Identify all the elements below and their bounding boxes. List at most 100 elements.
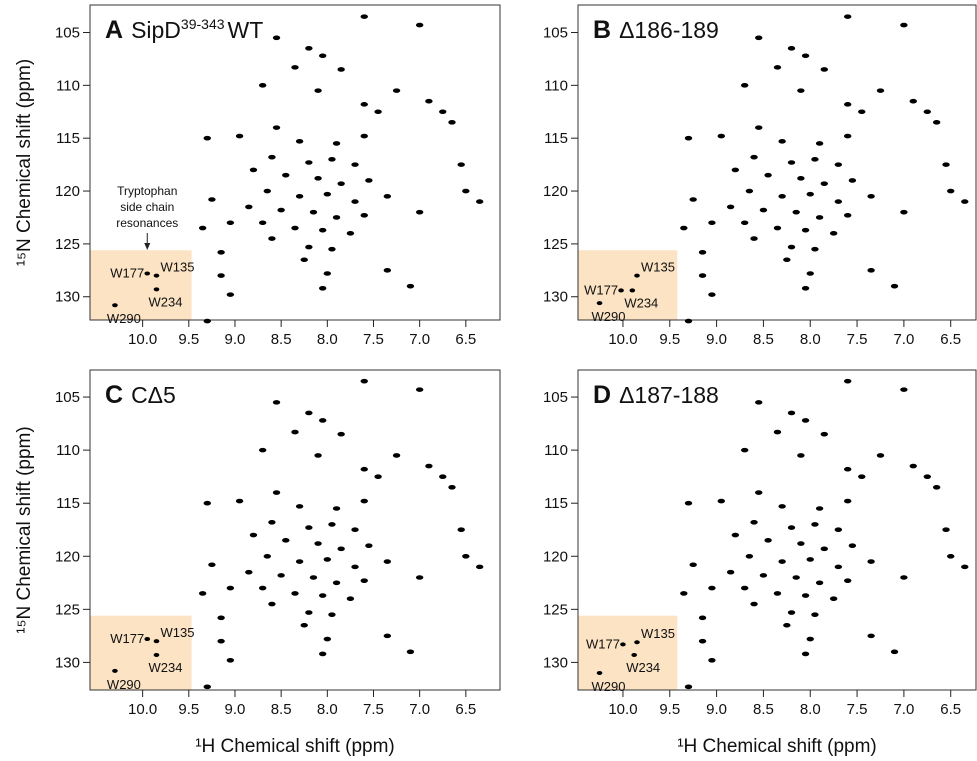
peak	[778, 504, 786, 509]
peak	[323, 271, 332, 276]
peak	[272, 35, 281, 41]
title-suffix: WT	[228, 17, 264, 43]
peak	[708, 292, 716, 297]
peak	[876, 453, 885, 458]
peak	[198, 591, 207, 596]
tryptophan-label: W290	[592, 309, 626, 324]
x-axis-label: ¹H Chemical shift (ppm)	[677, 736, 877, 757]
peak	[277, 573, 285, 578]
peak	[415, 22, 424, 28]
peak	[731, 532, 740, 538]
peak	[332, 215, 341, 220]
tryptophan-label: W234	[148, 660, 182, 675]
y-tick-label: 110	[544, 77, 568, 94]
peak	[282, 538, 290, 543]
peak	[272, 490, 281, 495]
peak	[305, 410, 313, 416]
tryptophan-peak	[153, 287, 160, 292]
peak	[328, 246, 336, 252]
peak	[844, 378, 852, 384]
peak	[217, 250, 225, 255]
y-tick-label: 110	[56, 77, 80, 94]
peak	[801, 593, 810, 598]
peak	[415, 387, 424, 392]
peak	[787, 610, 796, 615]
peak	[792, 209, 800, 215]
peak	[961, 199, 969, 204]
peak	[783, 257, 791, 263]
tryptophan-peak	[596, 301, 603, 306]
panel: 10.0 9.5 9.0 8.5 8.0 7.5 7.0 6.5 105 110 115 120 125…	[543, 4, 977, 348]
tryptophan-peak	[631, 652, 637, 657]
panel: 10.0 9.5 9.0 8.5 8.0 7.5 7.0 6.5 105 110 115 120 125…	[14, 4, 501, 348]
x-tick-label: 9.0	[225, 331, 246, 348]
x-tick-label: 6.5	[940, 701, 961, 718]
x-tick-label: 7.5	[363, 331, 384, 348]
title: SipD	[131, 17, 181, 43]
peak	[815, 141, 824, 146]
peak	[203, 500, 211, 506]
peak	[717, 498, 725, 504]
peak	[337, 546, 345, 552]
peak	[323, 636, 332, 642]
peak	[337, 431, 345, 437]
plot-frame	[89, 369, 501, 691]
peak	[328, 522, 336, 527]
peak	[708, 220, 716, 226]
peak	[332, 141, 341, 146]
peak	[815, 215, 824, 220]
x-tick-label: 6.5	[455, 331, 476, 348]
peak	[319, 227, 327, 233]
peak	[203, 684, 211, 690]
peak	[226, 292, 235, 297]
peak	[323, 557, 332, 562]
peak	[272, 125, 281, 130]
peak	[806, 557, 814, 562]
x-tick-label: 7.5	[363, 701, 384, 718]
panel-letter: D	[593, 381, 611, 409]
tryptophan-label: W290	[592, 679, 626, 694]
tryptophan-label: W135	[160, 260, 194, 275]
peak	[360, 378, 368, 384]
x-tick-label: 7.0	[893, 701, 914, 718]
y-tick-label: 115	[544, 495, 568, 512]
peak	[740, 585, 749, 591]
tryptophan-label: W135	[641, 260, 675, 275]
peak	[787, 160, 796, 165]
panel-letter: C	[105, 381, 123, 409]
peak	[383, 194, 392, 199]
y-tick-label: 130	[55, 289, 80, 306]
peak	[263, 188, 271, 194]
peak	[415, 575, 424, 580]
peak	[383, 268, 392, 273]
tryptophan-label: W135	[641, 626, 675, 641]
y-tick-label: 115	[56, 495, 80, 512]
x-tick-label: 10.0	[128, 331, 157, 348]
x-tick-label: 7.0	[893, 331, 914, 348]
peak	[876, 88, 885, 93]
peak	[689, 562, 697, 568]
peak	[374, 109, 382, 115]
highlight-region	[90, 250, 192, 320]
panel: 10.0 9.5 9.0 8.5 8.0 7.5 7.0 6.5 105 110 115 120 125…	[543, 369, 977, 757]
x-tick-label: 7.5	[847, 701, 868, 718]
peak	[759, 207, 768, 213]
x-tick-label: 10.0	[608, 331, 637, 348]
peak	[834, 162, 843, 167]
peak	[360, 102, 368, 107]
peak	[858, 109, 866, 115]
peak	[783, 622, 791, 628]
y-tick-label: 130	[543, 654, 568, 671]
peak	[305, 244, 313, 250]
peak	[235, 133, 244, 139]
highlight-region	[90, 615, 192, 690]
arrow-head	[144, 243, 151, 250]
peak	[383, 559, 392, 564]
peak	[909, 98, 917, 104]
peak	[844, 213, 852, 218]
annotation: resonances	[116, 216, 178, 230]
peak	[360, 466, 368, 472]
peak	[319, 285, 327, 291]
peak	[787, 525, 796, 530]
peak	[351, 162, 359, 167]
